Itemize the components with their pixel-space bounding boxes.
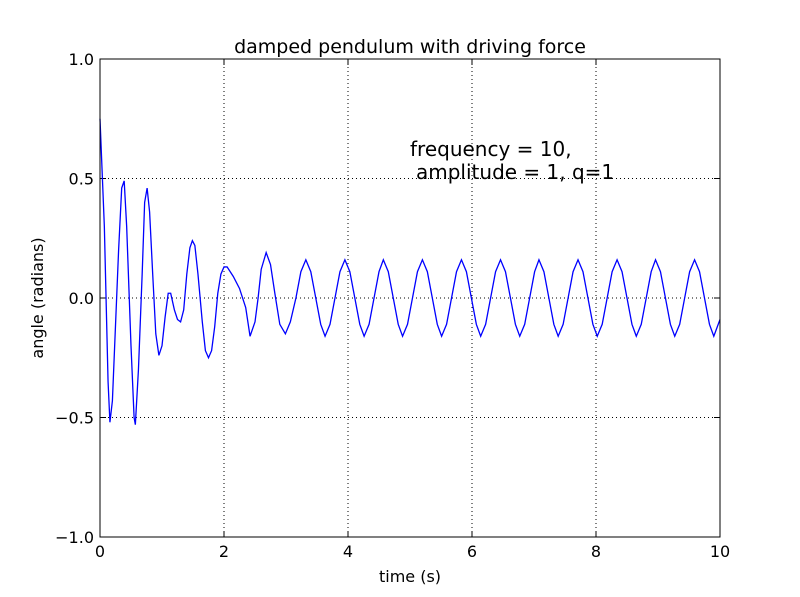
y-tick-label: 0.0 [69, 289, 94, 308]
x-tick-label: 0 [95, 542, 105, 561]
y-axis-label: angle (radians) [28, 237, 47, 358]
x-tick-label: 10 [710, 542, 730, 561]
y-tick-label: 1.0 [69, 50, 94, 69]
y-tick-label: −0.5 [55, 409, 94, 428]
x-tick-label: 2 [219, 542, 229, 561]
x-tick-label: 6 [467, 542, 477, 561]
data-line [99, 118, 721, 425]
annotation: frequency = 10, [410, 137, 572, 161]
x-tick-label: 4 [343, 542, 353, 561]
x-tick-label: 8 [591, 542, 601, 561]
chart-title: damped pendulum with driving force [234, 36, 586, 58]
plot-frame [99, 58, 721, 538]
annotation: amplitude = 1, q=1 [416, 160, 614, 184]
x-axis-label: time (s) [379, 567, 441, 586]
y-tick-label: −1.0 [55, 528, 94, 547]
y-tick-label: 0.5 [69, 170, 94, 189]
